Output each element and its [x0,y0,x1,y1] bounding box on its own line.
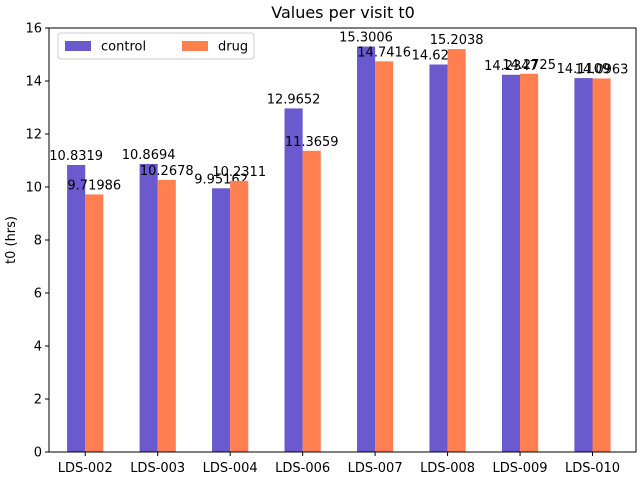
bar-label-drug-lds-010: 14.0963 [575,62,629,77]
bar-drug-lds-006 [302,150,321,452]
bar-drug-lds-004 [230,180,249,452]
bar-label-drug-lds-009: 14.2725 [502,58,556,73]
bar-label-drug-lds-007: 14.7416 [357,45,411,60]
x-tick-label: LDS-008 [420,461,475,476]
x-tick-label: LDS-002 [58,461,113,476]
bar-label-control-lds-010: 14.1109 [557,62,611,77]
bar-drug-lds-002 [85,194,104,452]
y-tick-label: 0 [34,446,42,461]
plot-area: 10.8319 10.86949.9516212.965215.300614.62… [25,22,637,476]
x-tick-label: LDS-004 [203,461,258,476]
bar-label-control-lds-002: 10.8319 [49,149,103,164]
bar-drug-lds-007 [375,61,394,453]
bar-drug-lds-009 [520,73,539,452]
x-tick-label: LDS-010 [565,461,620,476]
y-tick-label: 6 [34,287,42,302]
chart-title: Values per visit t0 [271,3,415,22]
bar-label-drug-lds-008: 15.2038 [430,33,484,48]
bar-control-lds-004 [212,188,231,452]
bar-control-lds-003 [139,163,158,452]
bar-label-drug-lds-003: 10.2678 [140,164,194,179]
y-tick-label: 10 [25,181,42,196]
plot-frame [48,27,637,453]
bar-control-lds-007 [356,46,376,453]
legend: control drug [57,32,255,60]
legend-box [57,32,255,60]
bar-label-drug-lds-006: 11.3659 [285,135,339,150]
bar-control-lds-008 [429,64,448,453]
bar-label-drug-lds-002: 9.71986 [67,178,121,193]
y-tick-label: 14 [25,75,42,90]
bar-label-control-lds-009: 14.2347 [484,59,538,74]
bar-label-control-lds-007: 15.3006 [339,31,393,46]
bar-label-control-lds-006: 12.9652 [267,92,321,107]
x-tick-label: LDS-006 [275,461,330,476]
bar-control-lds-009 [501,74,521,452]
bar-drug-lds-003 [157,179,176,452]
bar-control-lds-010 [574,78,593,452]
y-tick-label: 8 [34,234,42,249]
bar-control-lds-006 [284,108,303,452]
x-tick-label: LDS-009 [493,461,548,476]
y-axis-label: t0 (hrs) [4,216,19,264]
bar-label-control-lds-003: 10.8694 [122,148,176,163]
legend-swatch-control [65,41,91,51]
bar-drug-lds-008 [447,49,466,452]
y-tick-label: 2 [34,393,42,408]
bar-control-lds-002 [67,164,86,452]
x-tick-label: LDS-007 [348,461,403,476]
bar-drug-lds-010 [592,78,611,452]
legend-swatch-drug [182,41,208,51]
y-tick-label: 4 [34,340,42,355]
bar-label-drug-lds-004: 10.2311 [212,165,266,180]
x-tick-label: LDS-003 [130,461,185,476]
legend-label-drug: drug [218,40,248,55]
legend-label-control: control [101,40,146,55]
y-tick-label: 12 [25,128,42,143]
y-tick-label: 16 [25,22,42,37]
